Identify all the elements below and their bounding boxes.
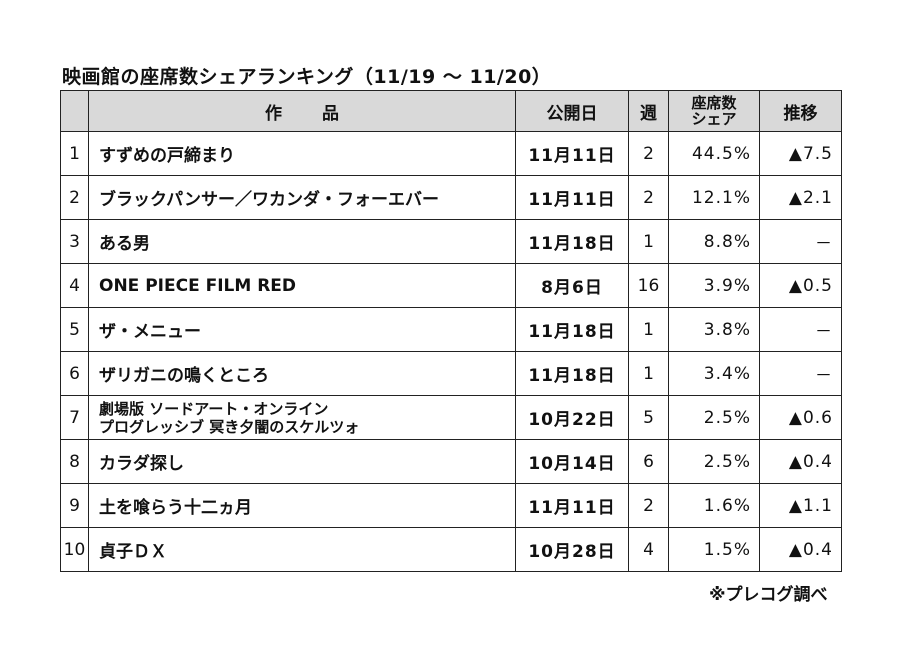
release-date-cell: 8月6日 xyxy=(515,263,629,308)
header-seat-share: 座席数 シェア xyxy=(668,90,760,132)
title-cell: ある男 xyxy=(88,219,516,264)
share-cell: 8.8% xyxy=(668,219,760,264)
header-work: 作品 xyxy=(88,90,516,132)
share-cell: 3.9% xyxy=(668,263,760,308)
table-row: 1 すずめの戸締まり 11月11日 2 44.5% ▲7.5 xyxy=(60,131,842,176)
table-row: 4 ONE PIECE FILM RED 8月6日 16 3.9% ▲0.5 xyxy=(60,263,842,308)
title-cell: ONE PIECE FILM RED xyxy=(88,263,516,308)
table-row: 5 ザ・メニュー 11月18日 1 3.8% － xyxy=(60,307,842,352)
title-cell: すずめの戸締まり xyxy=(88,131,516,176)
weeks-cell: 6 xyxy=(628,439,669,484)
title-cell: ブラックパンサー／ワカンダ・フォーエバー xyxy=(88,175,516,220)
page-title: 映画館の座席数シェアランキング（11/19 ～ 11/20） xyxy=(62,66,552,88)
table-row: 9 土を喰らう十二ヵ月 11月11日 2 1.6% ▲1.1 xyxy=(60,483,842,528)
rank-cell: 9 xyxy=(60,483,89,528)
title-cell: 劇場版 ソードアート・オンライン プログレッシブ 冥き夕闇のスケルツォ xyxy=(88,395,516,440)
rank-cell: 5 xyxy=(60,307,89,352)
title-cell: 土を喰らう十二ヵ月 xyxy=(88,483,516,528)
trend-cell: ▲1.1 xyxy=(759,483,842,528)
header-seat-share-line1: 座席数 xyxy=(691,94,737,112)
weeks-cell: 4 xyxy=(628,527,669,572)
release-date-cell: 11月18日 xyxy=(515,219,629,264)
rank-cell: 6 xyxy=(60,351,89,396)
weeks-cell: 2 xyxy=(628,175,669,220)
trend-cell: － xyxy=(759,351,842,396)
source-note: ※プレコグ調べ xyxy=(709,585,828,605)
table-header-row: 作品 公開日 週 座席数 シェア 推移 xyxy=(60,90,842,132)
share-cell: 2.5% xyxy=(668,439,760,484)
header-weeks: 週 xyxy=(628,90,669,132)
rank-cell: 4 xyxy=(60,263,89,308)
share-cell: 44.5% xyxy=(668,131,760,176)
rank-cell: 1 xyxy=(60,131,89,176)
rank-cell: 7 xyxy=(60,395,89,440)
rank-cell: 2 xyxy=(60,175,89,220)
release-date-cell: 11月18日 xyxy=(515,351,629,396)
release-date-cell: 11月11日 xyxy=(515,483,629,528)
release-date-cell: 10月28日 xyxy=(515,527,629,572)
weeks-cell: 1 xyxy=(628,351,669,396)
share-cell: 1.5% xyxy=(668,527,760,572)
trend-cell: ▲0.4 xyxy=(759,439,842,484)
share-cell: 12.1% xyxy=(668,175,760,220)
release-date-cell: 11月18日 xyxy=(515,307,629,352)
table-row: 10 貞子ＤＸ 10月28日 4 1.5% ▲0.4 xyxy=(60,527,842,572)
weeks-cell: 2 xyxy=(628,483,669,528)
table-row: 3 ある男 11月18日 1 8.8% － xyxy=(60,219,842,264)
rank-cell: 8 xyxy=(60,439,89,484)
trend-cell: ▲0.6 xyxy=(759,395,842,440)
share-cell: 3.4% xyxy=(668,351,760,396)
weeks-cell: 1 xyxy=(628,219,669,264)
table-row: 6 ザリガニの鳴くところ 11月18日 1 3.4% － xyxy=(60,351,842,396)
share-cell: 1.6% xyxy=(668,483,760,528)
release-date-cell: 11月11日 xyxy=(515,131,629,176)
title-cell: 貞子ＤＸ xyxy=(88,527,516,572)
title-cell: カラダ探し xyxy=(88,439,516,484)
table-row: 7 劇場版 ソードアート・オンライン プログレッシブ 冥き夕闇のスケルツォ 10… xyxy=(60,395,842,440)
share-cell: 2.5% xyxy=(668,395,760,440)
trend-cell: － xyxy=(759,307,842,352)
trend-cell: ▲2.1 xyxy=(759,175,842,220)
header-seat-share-line2: シェア xyxy=(691,110,737,128)
weeks-cell: 5 xyxy=(628,395,669,440)
title-cell: ザリガニの鳴くところ xyxy=(88,351,516,396)
release-date-cell: 10月22日 xyxy=(515,395,629,440)
release-date-cell: 11月11日 xyxy=(515,175,629,220)
trend-cell: ▲7.5 xyxy=(759,131,842,176)
header-rank xyxy=(60,90,89,132)
weeks-cell: 1 xyxy=(628,307,669,352)
weeks-cell: 2 xyxy=(628,131,669,176)
trend-cell: ▲0.4 xyxy=(759,527,842,572)
header-release-date: 公開日 xyxy=(515,90,629,132)
rank-cell: 3 xyxy=(60,219,89,264)
table-row: 8 カラダ探し 10月14日 6 2.5% ▲0.4 xyxy=(60,439,842,484)
title-line-1: 劇場版 ソードアート・オンライン xyxy=(99,399,329,418)
table-row: 2 ブラックパンサー／ワカンダ・フォーエバー 11月11日 2 12.1% ▲2… xyxy=(60,175,842,220)
title-line-2: プログレッシブ 冥き夕闇のスケルツォ xyxy=(99,417,360,436)
release-date-cell: 10月14日 xyxy=(515,439,629,484)
rank-cell: 10 xyxy=(60,527,89,572)
trend-cell: ▲0.5 xyxy=(759,263,842,308)
trend-cell: － xyxy=(759,219,842,264)
ranking-table: 作品 公開日 週 座席数 シェア 推移 1 すずめの戸締まり 11月11日 2 … xyxy=(60,90,842,572)
title-cell: ザ・メニュー xyxy=(88,307,516,352)
header-trend: 推移 xyxy=(759,90,842,132)
share-cell: 3.8% xyxy=(668,307,760,352)
weeks-cell: 16 xyxy=(628,263,669,308)
